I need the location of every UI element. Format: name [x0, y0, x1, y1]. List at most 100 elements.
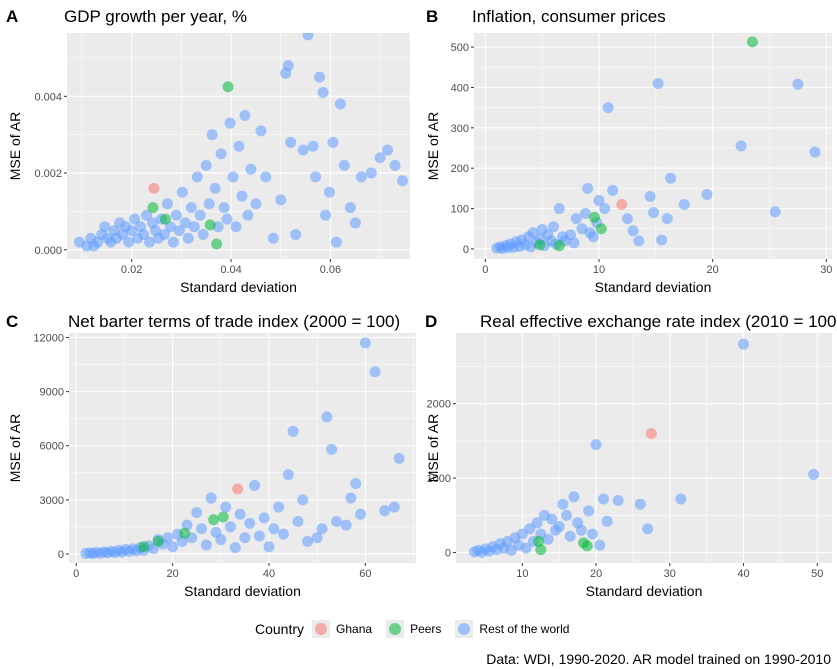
point-rest-of-the-world	[126, 225, 138, 237]
point-rest-of-the-world	[634, 498, 646, 510]
point-rest-of-the-world	[316, 523, 328, 535]
point-rest-of-the-world	[586, 528, 598, 540]
point-rest-of-the-world	[808, 468, 820, 480]
point-rest-of-the-world	[621, 213, 633, 225]
point-rest-of-the-world	[644, 190, 656, 202]
point-rest-of-the-world	[583, 505, 595, 517]
point-rest-of-the-world	[182, 232, 194, 244]
point-rest-of-the-world	[233, 140, 245, 152]
point-rest-of-the-world	[224, 117, 236, 129]
point-rest-of-the-world	[253, 530, 265, 542]
point-rest-of-the-world	[317, 86, 329, 98]
point-rest-of-the-world	[393, 452, 405, 464]
point-rest-of-the-world	[568, 491, 580, 503]
legend-label-peers: Peers	[410, 622, 442, 636]
point-rest-of-the-world	[593, 194, 605, 206]
point-rest-of-the-world	[359, 337, 371, 349]
point-rest-of-the-world	[250, 198, 262, 210]
x-axis-label: Standard deviation	[184, 583, 301, 599]
x-axis-label: Standard deviation	[595, 279, 712, 295]
point-rest-of-the-world	[553, 521, 565, 533]
point-rest-of-the-world	[345, 492, 357, 504]
point-rest-of-the-world	[597, 493, 609, 505]
y-tick-label: 0.002	[34, 168, 62, 180]
point-peers	[581, 540, 593, 552]
x-axis-label: Standard deviation	[180, 279, 297, 295]
point-rest-of-the-world	[564, 530, 576, 542]
point-rest-of-the-world	[769, 206, 781, 218]
point-ghana	[616, 199, 628, 211]
point-rest-of-the-world	[661, 213, 673, 225]
y-axis-label: MSE of AR	[7, 112, 23, 180]
point-rest-of-the-world	[206, 129, 218, 141]
point-peers	[553, 240, 565, 252]
point-rest-of-the-world	[236, 190, 248, 202]
point-rest-of-the-world	[599, 203, 611, 215]
point-rest-of-the-world	[397, 175, 409, 187]
y-tick-label: 0	[445, 548, 451, 560]
point-rest-of-the-world	[553, 203, 565, 215]
point-peers	[588, 211, 600, 223]
point-rest-of-the-world	[220, 501, 232, 513]
point-rest-of-the-world	[338, 159, 350, 171]
y-tick-label: 2000	[427, 399, 451, 411]
x-tick-label: 50	[811, 568, 823, 580]
x-tick-label: 10	[593, 264, 605, 276]
point-rest-of-the-world	[302, 535, 314, 547]
point-rest-of-the-world	[230, 221, 242, 233]
panel-tag: C	[6, 312, 18, 331]
point-rest-of-the-world	[194, 209, 206, 221]
point-rest-of-the-world	[129, 213, 141, 225]
point-rest-of-the-world	[330, 516, 342, 528]
point-rest-of-the-world	[191, 171, 203, 183]
point-rest-of-the-world	[792, 78, 804, 90]
point-rest-of-the-world	[218, 202, 230, 214]
legend-dot-peers	[389, 623, 402, 635]
x-tick-label: 10	[516, 568, 528, 580]
y-tick-label: 0.000	[34, 245, 62, 257]
point-rest-of-the-world	[290, 228, 302, 240]
plot-background	[456, 333, 832, 563]
point-rest-of-the-world	[326, 443, 338, 455]
point-rest-of-the-world	[575, 524, 587, 536]
point-rest-of-the-world	[188, 221, 200, 233]
points	[468, 338, 820, 558]
point-rest-of-the-world	[239, 109, 251, 121]
point-rest-of-the-world	[568, 237, 580, 249]
legend: Country Ghana Peers Rest of the world	[255, 618, 583, 640]
point-rest-of-the-world	[582, 182, 594, 194]
point-rest-of-the-world	[191, 506, 203, 518]
point-rest-of-the-world	[327, 136, 339, 148]
point-rest-of-the-world	[287, 425, 299, 437]
y-axis-label: MSE of AR	[425, 414, 441, 482]
point-rest-of-the-world	[607, 184, 619, 196]
point-rest-of-the-world	[209, 182, 221, 194]
point-rest-of-the-world	[314, 71, 326, 83]
point-rest-of-the-world	[167, 541, 179, 553]
point-rest-of-the-world	[249, 479, 261, 491]
y-tick-label: 300	[451, 123, 469, 135]
point-rest-of-the-world	[215, 148, 227, 160]
point-rest-of-the-world	[260, 171, 272, 183]
point-rest-of-the-world	[524, 523, 536, 535]
point-rest-of-the-world	[161, 198, 173, 210]
point-rest-of-the-world	[255, 125, 267, 137]
point-rest-of-the-world	[561, 509, 573, 521]
point-rest-of-the-world	[340, 519, 352, 531]
x-axis-label: Standard deviation	[586, 583, 703, 599]
point-peers	[217, 511, 229, 523]
y-tick-label: 100	[451, 204, 469, 216]
point-rest-of-the-world	[531, 517, 543, 529]
point-rest-of-the-world	[275, 194, 287, 206]
point-rest-of-the-world	[389, 159, 401, 171]
point-peers	[222, 81, 234, 93]
point-rest-of-the-world	[330, 236, 342, 248]
point-rest-of-the-world	[200, 539, 212, 551]
point-rest-of-the-world	[557, 498, 569, 510]
point-rest-of-the-world	[285, 136, 297, 148]
y-tick-label: 200	[451, 163, 469, 175]
legend-dot-rest-of-world	[458, 623, 471, 635]
panel-title: Real effective exchange rate index (2010…	[480, 312, 837, 331]
point-rest-of-the-world	[162, 532, 174, 544]
